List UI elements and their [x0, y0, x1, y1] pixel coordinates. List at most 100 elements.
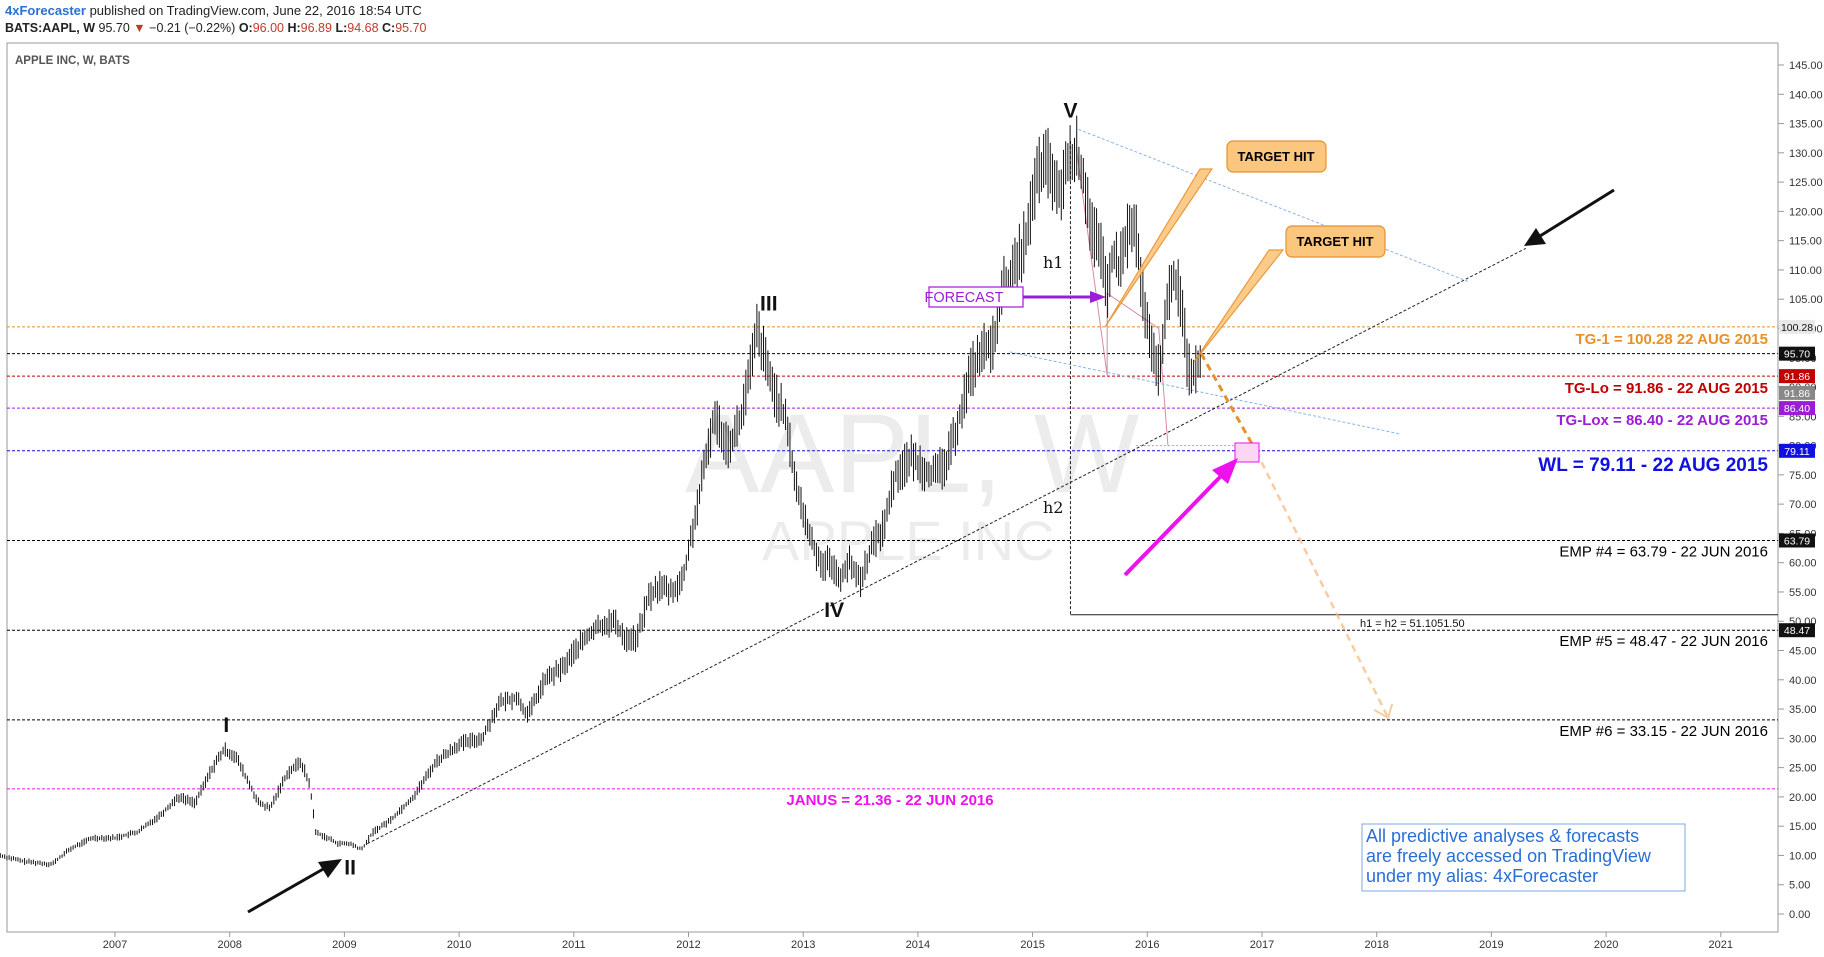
- level-lines: TG-1 = 100.28 22 AUG 2015 TG-Lo = 91.86 -…: [7, 326, 1778, 809]
- wave-label: IV: [824, 599, 844, 622]
- target-hit-pointer-1: [1104, 168, 1214, 328]
- analysis-drawings: [247, 128, 1778, 914]
- price-tag-label: 48.47: [1784, 625, 1810, 637]
- price-change: −0.21 (−0.22%): [149, 21, 236, 35]
- level-label: TG-Lox = 86.40 - 22 AUG 2015: [1556, 412, 1768, 429]
- y-tick-label: 60.00: [1789, 558, 1817, 570]
- high-value: 96.89: [300, 21, 332, 35]
- price-tag-box: [1779, 623, 1815, 638]
- info-note: All predictive analyses & forecasts are …: [1361, 823, 1686, 892]
- target-hit-box-2: [1285, 225, 1386, 258]
- target-hit-label-1: TARGET HIT: [1237, 149, 1314, 164]
- publish-info: published on TradingView.com, June 22, 2…: [85, 3, 422, 18]
- close-label: C:: [382, 21, 396, 35]
- high-label: H:: [287, 21, 301, 35]
- symbol-label[interactable]: BATS:AAPL, W: [5, 21, 96, 35]
- price-tag-label: 63.79: [1784, 535, 1810, 547]
- open-value: 96.00: [252, 21, 284, 35]
- x-tick-label: 2017: [1250, 939, 1274, 951]
- y-tick-label: 105.00: [1789, 294, 1823, 306]
- x-tick-label: 2019: [1479, 939, 1503, 951]
- author-link[interactable]: 4xForecaster: [5, 3, 86, 18]
- y-tick-label: 10.00: [1789, 850, 1817, 862]
- watermark-symbol: AAPL, W: [685, 391, 1140, 516]
- x-tick-label: 2020: [1594, 939, 1618, 951]
- black-arrow-shaft: [247, 866, 326, 914]
- x-tick-label: 2015: [1020, 939, 1044, 951]
- price-tag-box: [1779, 533, 1815, 548]
- target-hit-pointer-2: [1193, 249, 1285, 363]
- y-tick-label: 30.00: [1789, 733, 1817, 745]
- y-tick-label: 135.00: [1789, 119, 1823, 131]
- target-hit-callout-1: TARGET HIT: [1104, 140, 1327, 328]
- price-tag-box: [1779, 385, 1815, 400]
- black-arrow-head: [318, 859, 342, 878]
- quote-line: BATS:AAPL, W 95.70 ▼ −0.21 (−0.22%) O:96…: [5, 21, 427, 35]
- magenta-arrow-head: [1212, 458, 1238, 484]
- y-tick-label: 35.00: [1789, 704, 1817, 716]
- info-note-line-3: under my alias: 4xForecaster: [1366, 866, 1598, 886]
- forecast-arrow-head: [1090, 291, 1106, 303]
- x-tick-label: 2008: [217, 939, 241, 951]
- level-label: WL = 79.11 - 22 AUG 2015: [1538, 455, 1768, 476]
- y-tick-label: 75.00: [1789, 470, 1817, 482]
- channel-lower: [1009, 351, 1400, 435]
- h-equality-label: h1 = h2 = 51.1051.50: [1360, 618, 1465, 630]
- info-note-line-1: All predictive analyses & forecasts: [1366, 826, 1639, 846]
- price-tag-label: 100.28: [1781, 322, 1813, 334]
- forecast-callout: FORECAST: [925, 286, 1024, 308]
- low-value: 94.68: [347, 21, 379, 35]
- level-label: TG-1 = 100.28 22 AUG 2015: [1576, 331, 1768, 348]
- x-tick-label: 2014: [906, 939, 930, 951]
- x-axis: 2007 2008 2009 2010 2011 2012 2013 2014 2015 2016…: [103, 932, 1733, 951]
- h1-label: h1: [1043, 253, 1063, 272]
- x-tick-label: 2009: [332, 939, 356, 951]
- level-label: JANUS = 21.36 - 22 JUN 2016: [786, 792, 993, 809]
- projection-arrow-head: [1373, 703, 1394, 720]
- y-tick-label: 55.00: [1789, 587, 1817, 599]
- target-hit-label-2: TARGET HIT: [1296, 234, 1373, 249]
- wave-label: III: [760, 293, 778, 316]
- wave-label: V: [1063, 99, 1077, 122]
- price-tag-box: [1779, 319, 1815, 334]
- black-arrow-head: [1524, 228, 1546, 246]
- y-tick-label: 15.00: [1789, 821, 1817, 833]
- x-tick-label: 2013: [791, 939, 815, 951]
- price-tag-label: 91.86: [1784, 371, 1810, 383]
- price-tag-label: 86.40: [1784, 403, 1810, 415]
- x-tick-label: 2018: [1364, 939, 1388, 951]
- info-note-line-2: are freely accessed on TradingView: [1366, 846, 1652, 866]
- target-hit-callout-2: TARGET HIT: [1193, 225, 1386, 363]
- level-label: TG-Lo = 91.86 - 22 AUG 2015: [1565, 380, 1768, 397]
- price-tags: 100.28 95.70 91.86 86.40 79.11 63.79 48.47 91.8…: [1779, 319, 1815, 638]
- y-tick-label: 5.00: [1789, 880, 1810, 892]
- y-tick-label: 120.00: [1789, 206, 1823, 218]
- y-tick-label: 130.00: [1789, 148, 1823, 160]
- projection-line: [1199, 352, 1258, 453]
- close-value: 95.70: [395, 21, 427, 35]
- info-note-box: [1361, 823, 1686, 892]
- price-tag-label: 79.11: [1784, 446, 1810, 458]
- y-tick-label: 140.00: [1789, 89, 1823, 101]
- projection-line-faded: [1255, 450, 1390, 719]
- price-bars: [0, 115, 1201, 868]
- y-tick-label: 40.00: [1789, 675, 1817, 687]
- y-tick-label: 70.00: [1789, 499, 1817, 511]
- y-tick-label: 125.00: [1789, 177, 1823, 189]
- chart-title: APPLE INC, W, BATS: [15, 55, 130, 67]
- y-tick-label: 110.00: [1789, 265, 1822, 277]
- price-tag-box: [1779, 369, 1815, 384]
- target-box: [1234, 442, 1260, 463]
- y-tick-label: 45.00: [1789, 646, 1817, 658]
- x-tick-label: 2007: [103, 939, 127, 951]
- trend-line: [367, 247, 1527, 845]
- price-tag-label: 91.86: [1784, 388, 1810, 400]
- y-tick-label: 115.00: [1789, 236, 1822, 248]
- forecast-box: [928, 286, 1024, 308]
- price-tag-box: [1779, 443, 1815, 458]
- x-tick-label: 2012: [676, 939, 700, 951]
- level-label: EMP #6 = 33.15 - 22 JUN 2016: [1559, 723, 1768, 740]
- last-price: 95.70: [98, 21, 130, 35]
